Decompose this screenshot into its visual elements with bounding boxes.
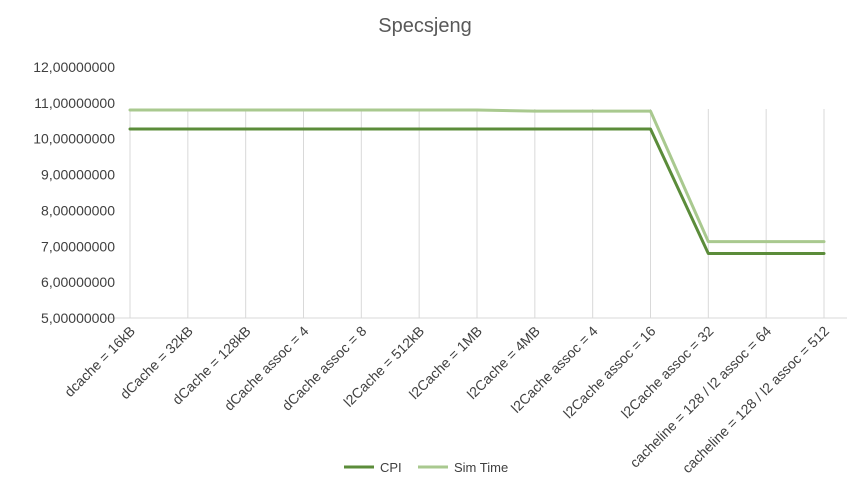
grid <box>129 109 825 318</box>
y-tick-label-0: 5,00000000 <box>41 310 115 326</box>
y-axis: 5,00000000 6,00000000 7,00000000 8,00000000… <box>33 59 115 326</box>
y-tick-label-6: 11,00000000 <box>34 95 115 111</box>
y-tick-label-1: 6,00000000 <box>41 274 115 290</box>
series-line-0 <box>128 127 826 255</box>
y-tick-label-5: 10,00000000 <box>33 131 115 147</box>
y-tick-label-4: 9,00000000 <box>41 167 115 183</box>
series-line-1 <box>128 108 826 244</box>
y-tick-label-3: 8,00000000 <box>41 202 115 218</box>
chart-title: Specsjeng <box>378 15 471 37</box>
legend-label-0: CPI <box>380 460 402 475</box>
legend: CPI Sim Time <box>344 460 508 475</box>
series-lines <box>128 108 826 255</box>
y-tick-label-2: 7,00000000 <box>41 238 115 254</box>
legend-label-1: Sim Time <box>454 460 508 475</box>
y-tick-label-7: 12,00000000 <box>33 59 115 75</box>
